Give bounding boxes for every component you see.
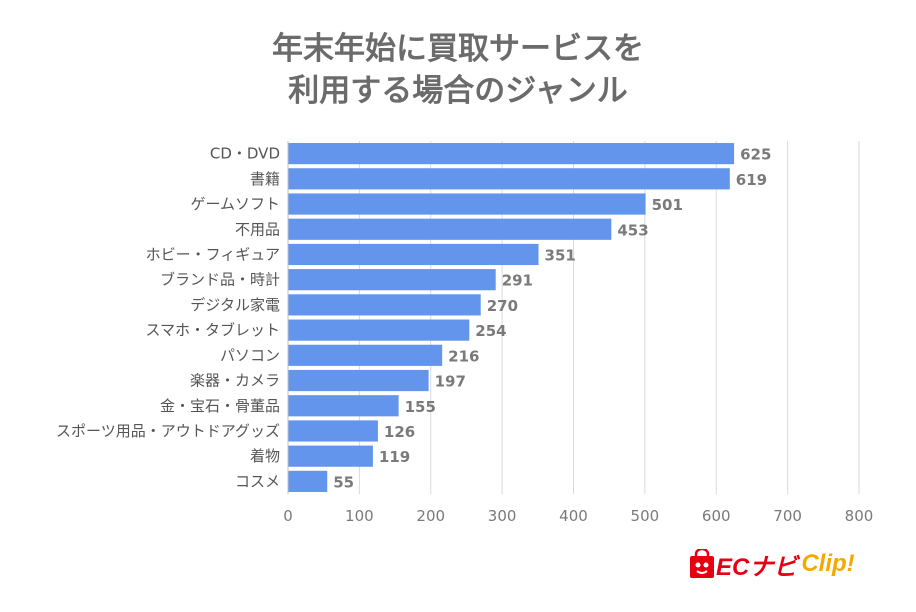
value-label-0: 625 [740, 146, 771, 164]
category-label-6: デジタル家電 [190, 296, 280, 314]
bar-6 [288, 294, 481, 316]
category-label-2: ゲームソフト [190, 195, 280, 213]
value-label-6: 270 [487, 297, 518, 315]
value-label-13: 55 [333, 473, 354, 491]
category-label-7: スマホ・タブレット [145, 321, 280, 339]
value-label-10: 155 [405, 398, 436, 416]
bar-10 [288, 395, 399, 417]
value-label-3: 453 [617, 221, 648, 239]
x-tick-label-700: 700 [773, 507, 802, 525]
value-label-1: 619 [736, 171, 767, 189]
category-label-3: 不用品 [235, 220, 280, 238]
shopping-bag-icon [690, 549, 714, 578]
x-tick-label-300: 300 [488, 507, 517, 525]
category-label-9: 楽器・カメラ [190, 372, 280, 390]
bar-12 [288, 445, 373, 467]
bar-9 [288, 369, 429, 392]
bar-1 [288, 168, 730, 190]
bar-5 [288, 269, 496, 291]
x-tick-label-200: 200 [416, 507, 445, 525]
chart-title-line-2: 利用する場合のジャンル [288, 73, 628, 109]
value-label-5: 291 [502, 272, 533, 290]
category-label-1: 書籍 [250, 170, 280, 188]
category-label-10: 金・宝石・骨董品 [160, 397, 280, 415]
bar-8 [288, 344, 443, 366]
category-label-0: CD・DVD [210, 145, 280, 163]
x-tick-label-600: 600 [702, 507, 731, 525]
bar-11 [288, 420, 378, 442]
ecnavi-clip-logo: ECナビ Clip! [688, 547, 855, 581]
category-label-4: ホビー・フィギュア [146, 245, 280, 263]
x-tick-label-400: 400 [559, 507, 588, 525]
value-label-7: 254 [475, 322, 506, 340]
category-label-8: パソコン [220, 346, 280, 364]
category-label-11: スポーツ用品・アウトドアグッズ [56, 422, 280, 440]
x-tick-label-500: 500 [631, 507, 660, 525]
value-label-12: 119 [379, 448, 410, 466]
bar-7 [288, 319, 470, 341]
bar-2 [288, 193, 646, 215]
value-label-4: 351 [545, 246, 576, 264]
value-label-9: 197 [435, 373, 466, 391]
x-tick-label-800: 800 [845, 507, 874, 525]
category-label-13: コスメ [235, 472, 280, 490]
value-label-2: 501 [652, 196, 683, 214]
logo-ecnavi-text: ECナビ [716, 553, 798, 581]
bar-3 [288, 218, 612, 240]
bar-4 [288, 243, 539, 266]
value-label-11: 126 [384, 423, 415, 441]
category-label-12: 着物 [250, 447, 280, 465]
logo-clip-text: Clip! [801, 550, 855, 577]
x-tick-label-0: 0 [283, 507, 293, 525]
value-label-8: 216 [448, 347, 479, 365]
chart-title-line-1: 年末年始に買取サービスを [272, 31, 644, 67]
x-tick-label-100: 100 [345, 507, 374, 525]
bar-0 [288, 143, 735, 165]
bar-13 [288, 470, 328, 492]
category-label-5: ブランド品・時計 [160, 271, 280, 289]
chart-title: 年末年始に買取サービスを 利用する場合のジャンル [0, 28, 916, 112]
